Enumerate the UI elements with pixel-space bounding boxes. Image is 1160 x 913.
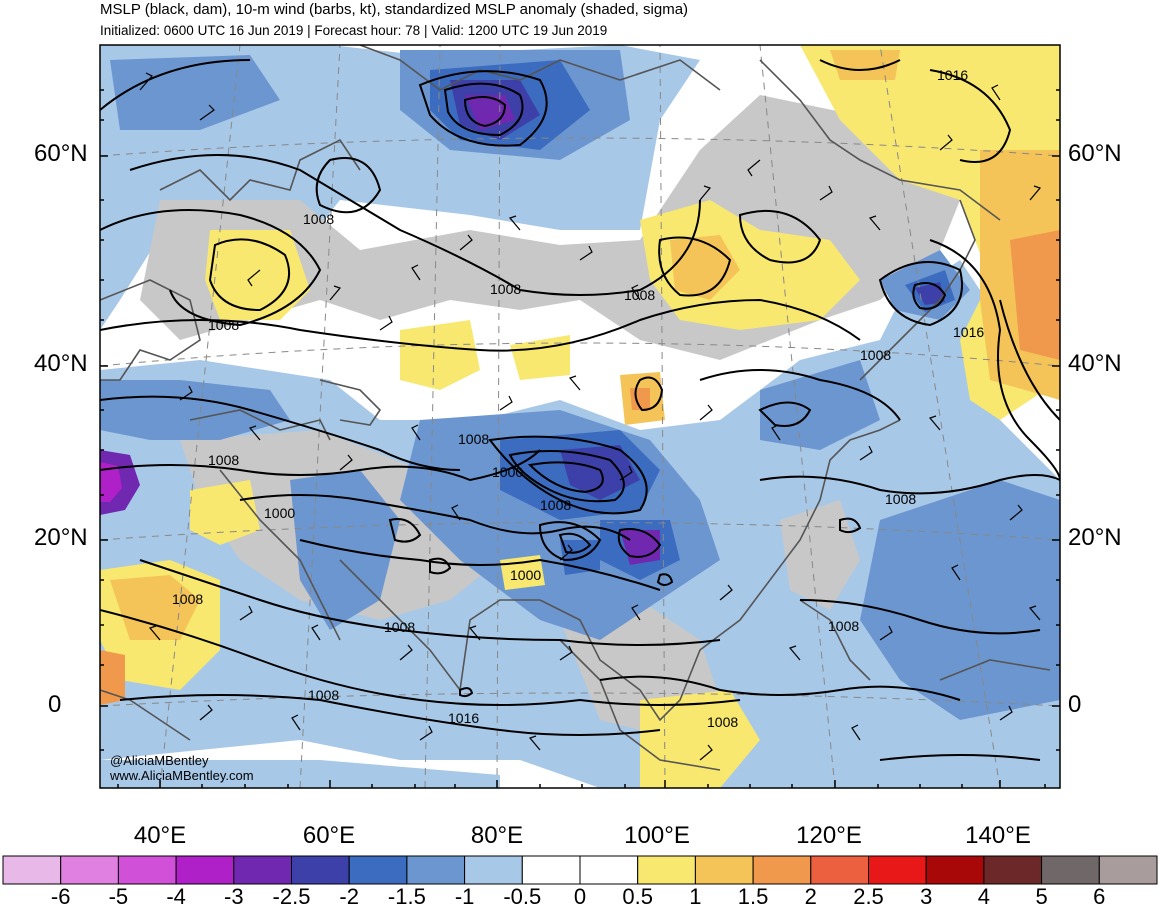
colorbar-swatch xyxy=(348,855,408,885)
colorbar-tick-label: 2.5 xyxy=(853,884,884,909)
colorbar-tick-label: 0 xyxy=(573,884,587,909)
isobar-label: 1008 xyxy=(303,211,334,227)
isobar-label: 1008 xyxy=(208,317,239,333)
colorbar xyxy=(2,855,1158,885)
lat-label-40n-left: 40°N xyxy=(34,350,88,377)
colorbar-swatch xyxy=(521,855,581,885)
lon-label-120e: 120°E xyxy=(796,822,862,849)
lat-label-eq-left: 0 xyxy=(48,691,62,718)
lon-label-100e: 100°E xyxy=(624,822,690,849)
isobar-label: 1000 xyxy=(264,505,295,521)
colorbar-swatch xyxy=(694,855,754,885)
graticule xyxy=(100,45,1060,788)
lon-label-140e: 140°E xyxy=(965,822,1031,849)
credit-url: www.AliciaMBentley.com xyxy=(110,768,254,783)
isobar-label: 1016 xyxy=(953,324,984,340)
colorbar-tick-label: 1 xyxy=(689,884,702,909)
colorbar-swatch xyxy=(291,855,350,885)
colorbar-swatch xyxy=(637,855,696,885)
isobar-label: 1008 xyxy=(540,497,571,513)
colorbar-tick-label: 0.5 xyxy=(622,884,653,909)
isobar-label: 1008 xyxy=(624,287,655,303)
colorbar-tick-label: -1 xyxy=(454,884,475,909)
lat-label-20n-left: 20°N xyxy=(34,524,88,551)
colorbar-tick-label: 6 xyxy=(1093,884,1106,909)
colorbar-tick-label: -0.5 xyxy=(503,884,542,909)
isobar-label: 1008 xyxy=(828,618,859,634)
lat-label-60n-right: 60°N xyxy=(1068,140,1122,167)
colorbar-swatch xyxy=(752,855,812,885)
colorbar-swatch xyxy=(117,855,177,885)
coastlines xyxy=(100,45,1051,771)
lon-label-60e: 60°E xyxy=(302,822,356,849)
colorbar-swatch xyxy=(175,855,235,885)
colorbar-swatch xyxy=(925,855,985,885)
isobar-label: 1008 xyxy=(172,591,203,607)
colorbar-swatch xyxy=(1098,855,1158,885)
isobars xyxy=(100,59,1060,761)
colorbar-tick-label: 4 xyxy=(977,884,991,909)
isobar-label: 1016 xyxy=(448,710,479,726)
isobar-label: 1008 xyxy=(458,431,489,447)
isobar-label: 1000 xyxy=(492,464,523,480)
lat-label-20n-right: 20°N xyxy=(1068,524,1122,551)
colorbar-swatch xyxy=(406,855,466,885)
colorbar-tick-label: -4 xyxy=(166,884,186,909)
map-subtitle: Initialized: 0600 UTC 16 Jun 2019 | Fore… xyxy=(100,23,608,38)
colorbar-tick-label: -3 xyxy=(224,884,244,909)
colorbar-swatch xyxy=(2,855,62,885)
lon-label-40e: 40°E xyxy=(133,822,187,849)
isobar-label: 1008 xyxy=(885,491,916,507)
colorbar-swatch xyxy=(60,855,119,885)
colorbar-tick-label: -2 xyxy=(339,884,359,909)
isobar-label: 1000 xyxy=(510,567,541,583)
colorbar-swatch xyxy=(579,855,639,885)
colorbar-swatch xyxy=(233,855,293,885)
isobar-label: 1008 xyxy=(208,452,239,468)
colorbar-swatch xyxy=(464,855,523,885)
colorbar-tick-label: -1.5 xyxy=(387,884,426,909)
colorbar-swatch xyxy=(868,855,927,885)
colorbar-swatch xyxy=(1041,855,1100,885)
colorbar-tick-label: -2.5 xyxy=(272,884,311,909)
colorbar-swatch xyxy=(983,855,1043,885)
isobar-label: 1008 xyxy=(490,281,521,297)
lat-label-40n-right: 40°N xyxy=(1068,350,1122,377)
wind-barbs xyxy=(139,72,1042,761)
isobar-label: 1008 xyxy=(860,347,891,363)
isobar-label: 1016 xyxy=(937,67,968,83)
lat-label-eq-right: 0 xyxy=(1068,691,1082,718)
isobar-labels: 1016 1008 1008 1008 1008 1016 1008 1008 … xyxy=(172,67,984,730)
colorbar-tick-label: 3 xyxy=(920,884,933,909)
map-frame xyxy=(99,44,1061,789)
colorbar-tick-label: -6 xyxy=(50,884,71,909)
isobar-label: 1008 xyxy=(308,687,339,703)
credit-handle: @AliciaMBentley xyxy=(110,753,209,768)
lon-label-80e: 80°E xyxy=(470,822,524,849)
anomaly-shading xyxy=(100,45,1060,788)
colorbar-tick-label: -5 xyxy=(108,884,129,909)
colorbar-tick-label: 5 xyxy=(1035,884,1048,909)
colorbar-swatch xyxy=(810,855,869,885)
lat-label-60n-left: 60°N xyxy=(34,140,88,167)
isobar-label: 1008 xyxy=(384,619,415,635)
colorbar-tick-label: 1.5 xyxy=(737,884,769,909)
colorbar-tick-label: 2 xyxy=(804,884,817,909)
map-title: MSLP (black, dam), 10-m wind (barbs, kt)… xyxy=(100,1,689,18)
isobar-label: 1008 xyxy=(707,714,738,730)
